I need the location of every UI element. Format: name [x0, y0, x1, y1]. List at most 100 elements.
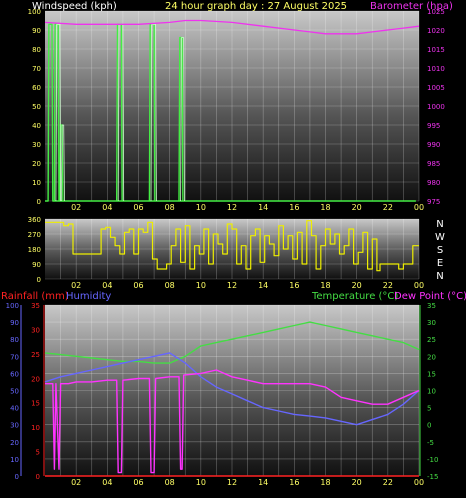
dewpoint-axis-title: Dew Point (°C) [394, 291, 466, 302]
x-tick-label: 08 [165, 281, 175, 290]
barometer-tick-label: 995 [427, 122, 440, 130]
x-tick-label: 16 [289, 281, 299, 290]
direction-tick-label: 360 [28, 216, 41, 224]
windspeed-tick-label: 90 [32, 27, 41, 35]
temperature-line [44, 321, 420, 364]
temperature-axis-title: Temperature (°C) [311, 291, 398, 302]
temperature-tick-label: -10 [427, 456, 438, 464]
temperature-tick-label: -5 [427, 439, 434, 447]
barometer-tick-label: 980 [427, 179, 440, 187]
compass-letter: W [435, 232, 445, 243]
x-tick-label: 02 [71, 203, 81, 212]
x-tick-label: 02 [71, 281, 81, 290]
x-tick-label: 04 [102, 203, 112, 212]
wind-direction-line [45, 220, 419, 272]
temperature-tick-label: -15 [427, 473, 438, 481]
direction-tick-label: 270 [28, 231, 41, 239]
x-tick-label: 16 [289, 203, 299, 212]
x-tick-label: 18 [320, 478, 330, 487]
rainfall-tick-label: 0 [36, 473, 40, 481]
x-tick-label: 20 [352, 281, 362, 290]
direction-tick-label: 90 [32, 261, 41, 269]
barometer-tick-label: 1015 [427, 46, 445, 54]
gust-line [180, 37, 185, 202]
rainfall-tick-label: 5 [36, 449, 40, 457]
humidity-tick-label: 0 [15, 473, 19, 481]
x-tick-label: 06 [133, 203, 143, 212]
barometer-line [44, 19, 420, 35]
humidity-line [44, 352, 420, 426]
x-tick-label: 22 [383, 281, 393, 290]
windspeed-tick-label: 80 [32, 46, 41, 54]
gust-line [150, 23, 157, 202]
x-tick-label: 08 [165, 203, 175, 212]
temp-panel-bg [45, 305, 419, 476]
rainfall-tick-label: 25 [31, 351, 40, 359]
x-tick-label: 10 [196, 203, 206, 212]
humidity-tick-label: 60 [10, 370, 19, 378]
humidity-tick-label: 50 [10, 388, 19, 396]
windspeed-tick-label: 20 [32, 160, 41, 168]
direction-tick-label: 0 [37, 276, 41, 284]
x-tick-label: 00 [414, 203, 424, 212]
temperature-tick-label: 20 [427, 353, 436, 361]
rainfall-tick-label: 35 [31, 302, 40, 310]
humidity-tick-label: 70 [10, 353, 19, 361]
humidity-tick-label: 100 [6, 302, 19, 310]
barometer-tick-label: 1010 [427, 65, 445, 73]
temperature-tick-label: 5 [427, 405, 431, 413]
x-tick-label: 18 [320, 203, 330, 212]
barometer-tick-label: 1005 [427, 84, 445, 92]
temperature-tick-label: 0 [427, 422, 431, 430]
x-tick-label: 06 [133, 478, 143, 487]
windspeed-tick-label: 50 [32, 103, 41, 111]
rainfall-tick-label: 20 [31, 375, 40, 383]
x-tick-label: 06 [133, 281, 143, 290]
direction-tick-label: 180 [28, 246, 41, 254]
x-tick-label: 14 [258, 478, 268, 487]
rainfall-tick-label: 30 [31, 326, 40, 334]
rainfall-tick-label: 15 [31, 400, 40, 408]
x-tick-label: 00 [414, 478, 424, 487]
compass-letter: N [436, 219, 443, 230]
windspeed-tick-label: 70 [32, 65, 41, 73]
windspeed-line [45, 23, 416, 202]
temperature-tick-label: 30 [427, 319, 436, 327]
x-tick-label: 14 [258, 281, 268, 290]
x-tick-label: 22 [383, 203, 393, 212]
humidity-tick-label: 10 [10, 456, 19, 464]
x-tick-label: 10 [196, 281, 206, 290]
rainfall-axis-title: Rainfall (mm) [1, 291, 69, 302]
humidity-tick-label: 30 [10, 422, 19, 430]
x-tick-label: 20 [352, 478, 362, 487]
humidity-tick-label: 20 [10, 439, 19, 447]
x-tick-label: 04 [102, 281, 112, 290]
temperature-tick-label: 10 [427, 388, 436, 396]
barometer-tick-label: 985 [427, 160, 440, 168]
compass-letter: S [437, 245, 443, 256]
windspeed-tick-label: 10 [32, 179, 41, 187]
barometer-tick-label: 1020 [427, 27, 445, 35]
temperature-tick-label: 35 [427, 302, 436, 310]
dewpoint-line [45, 369, 420, 474]
compass-letter: N [436, 271, 443, 282]
windspeed-axis-title: Windspeed (kph) [32, 1, 117, 12]
x-tick-label: 02 [71, 478, 81, 487]
rainfall-tick-label: 10 [31, 424, 40, 432]
humidity-tick-label: 40 [10, 405, 19, 413]
x-tick-label: 16 [289, 478, 299, 487]
windspeed-tick-label: 100 [28, 8, 41, 16]
barometer-tick-label: 1000 [427, 103, 445, 111]
windspeed-tick-label: 30 [32, 141, 41, 149]
x-tick-label: 10 [196, 478, 206, 487]
windspeed-tick-label: 0 [37, 198, 41, 206]
humidity-tick-label: 90 [10, 319, 19, 327]
x-tick-label: 00 [414, 281, 424, 290]
temperature-tick-label: 15 [427, 370, 436, 378]
x-tick-label: 12 [227, 478, 237, 487]
x-tick-label: 20 [352, 203, 362, 212]
humidity-axis-title: Humidity [66, 291, 111, 302]
gust-line [55, 23, 61, 202]
